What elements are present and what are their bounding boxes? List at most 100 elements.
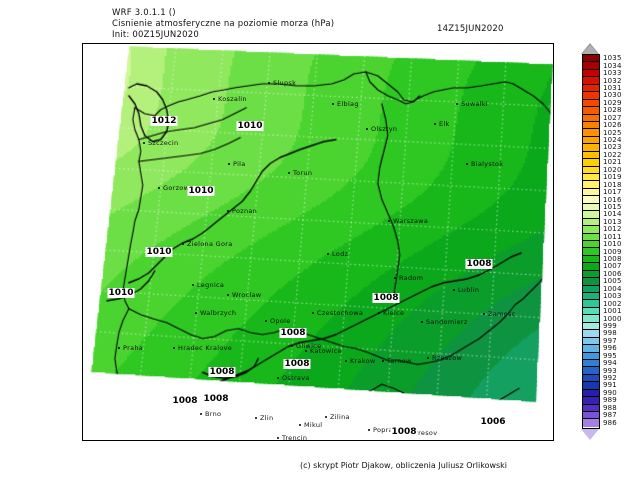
colorbar-cell: 1026 xyxy=(583,121,621,130)
colorbar-tick-label: 1029 xyxy=(603,98,622,107)
colorbar-cell: 1004 xyxy=(583,285,621,293)
colorbar-tick-label: 1020 xyxy=(603,165,622,174)
isobar-label: 1008 xyxy=(279,328,307,338)
colorbar-tick-label: 994 xyxy=(603,359,617,368)
colorbar-cell: 1009 xyxy=(583,248,621,256)
colorbar-cell: 1003 xyxy=(583,292,621,301)
colorbar-cell: 1027 xyxy=(583,114,621,122)
colorbar-cell: 1021 xyxy=(583,158,621,167)
model-version-label: WRF 3.0.1.1 () xyxy=(112,8,176,18)
isobar-label: 1010 xyxy=(236,121,264,131)
colorbar-cell: 1032 xyxy=(583,77,621,85)
colorbar-tick-label: 997 xyxy=(603,336,617,345)
colorbar-cell: 1030 xyxy=(583,91,621,100)
colorbar-tick-label: 1002 xyxy=(603,299,622,308)
colorbar-tick-label: 1005 xyxy=(603,277,622,286)
colorbar-tick-label: 1019 xyxy=(603,173,622,182)
colorbar-tick-label: 993 xyxy=(603,366,617,375)
colorbar-tick-label: 1011 xyxy=(603,232,622,241)
colorbar-cell: 990 xyxy=(583,389,617,398)
colorbar-tick-label: 1018 xyxy=(603,180,622,189)
isobar-label: 1008 xyxy=(202,394,230,404)
colorbar-tick-label: 1035 xyxy=(603,54,622,63)
colorbar-cell: 989 xyxy=(583,396,617,405)
colorbar-cell: 992 xyxy=(583,374,617,383)
colorbar-cell: 1011 xyxy=(583,233,621,241)
colorbar-cell: 996 xyxy=(583,344,617,353)
colorbar-cell: 1013 xyxy=(583,218,621,227)
colorbar-cell: 1014 xyxy=(583,210,621,219)
map-frame[interactable]: Slupsk Koszalin Szczecin Pila Gorzow Poznan To… xyxy=(82,43,554,441)
colorbar-tick-label: 1010 xyxy=(603,240,622,249)
colorbar-cell: 1012 xyxy=(583,225,621,234)
colorbar-cell: 1025 xyxy=(583,129,621,137)
colorbar-cell: 1006 xyxy=(583,270,621,279)
colorbar-cell: 1010 xyxy=(583,240,621,249)
colorbar-tick-label: 1001 xyxy=(603,307,622,316)
colorbar-tick-label: 1012 xyxy=(603,225,622,234)
colorbar-cell: 994 xyxy=(583,359,617,368)
isobar-label: 1012 xyxy=(150,116,178,126)
colorbar-tick-label: 1014 xyxy=(603,210,622,219)
colorbar-tick-label: 1024 xyxy=(603,136,622,145)
colorbar-cell: 1035 xyxy=(583,54,621,63)
colorbar-cell: 1017 xyxy=(583,188,621,197)
colorbar-tick-label: 988 xyxy=(603,403,617,412)
isobar-label: 1008 xyxy=(390,427,418,437)
colorbar-tick-label: 1006 xyxy=(603,269,622,278)
colorbar-cell: 1018 xyxy=(583,181,621,189)
colorbar-tick-label: 1013 xyxy=(603,217,622,226)
colorbar-cell: 997 xyxy=(583,337,617,346)
isobar-label: 1008 xyxy=(465,259,493,269)
colorbar-cell: 1024 xyxy=(583,136,621,145)
colorbar-cell: 988 xyxy=(583,404,617,412)
city-label: Kosice xyxy=(420,440,442,441)
colorbar-cell: 1029 xyxy=(583,99,621,108)
isobar-label: 1008 xyxy=(171,396,199,406)
colorbar-tick-label: 1034 xyxy=(603,61,622,70)
colorbar-cell: 998 xyxy=(583,329,617,338)
page-title: Cisnienie atmosferyczne na poziomie morz… xyxy=(112,19,335,29)
colorbar-tick-label: 991 xyxy=(603,381,617,390)
colorbar-tick-label: 1028 xyxy=(603,106,622,115)
colorbar-cell: 999 xyxy=(583,322,617,331)
colorbar-tick-label: 1003 xyxy=(603,292,622,301)
colorbar-tick-label: 999 xyxy=(603,321,617,330)
colorbar-cell: 1001 xyxy=(583,307,621,316)
colorbar-tick-label: 1031 xyxy=(603,83,622,92)
credit-line: (c) skrypt Piotr Djakow, obliczenia Juli… xyxy=(300,461,508,470)
colorbar-cell: 991 xyxy=(583,381,617,390)
colorbar-tick-label: 1032 xyxy=(603,76,622,85)
colorbar-tick-label: 1004 xyxy=(603,284,622,293)
isobar-label: 1008 xyxy=(283,359,311,369)
colorbar-tick-label: 1033 xyxy=(603,69,622,78)
colorbar-cell: 987 xyxy=(583,411,617,420)
colorbar-cell: 1019 xyxy=(583,173,621,182)
colorbar-tick-label: 1025 xyxy=(603,128,622,137)
colorbar-tick-label: 1021 xyxy=(603,158,622,167)
colorbar-tick-label: 1023 xyxy=(603,143,622,152)
colorbar-tick-label: 1015 xyxy=(603,202,622,211)
colorbar-tick-label: 1000 xyxy=(603,314,622,323)
colorbar-tick-label: 1008 xyxy=(603,255,622,264)
colorbar-cell: 1016 xyxy=(583,196,621,204)
isobar-label: 1010 xyxy=(187,186,215,196)
colorbar-tick-label: 996 xyxy=(603,344,617,353)
colorbar-tick-label: 995 xyxy=(603,351,617,360)
colorbar-tick-label: 990 xyxy=(603,388,617,397)
pressure-field-canvas xyxy=(83,44,553,440)
colorbar-cell: 1028 xyxy=(583,106,621,115)
colorbar-cell: 986 xyxy=(583,419,617,427)
colorbar-tick-label: 1017 xyxy=(603,188,622,197)
isobar-label: 1010 xyxy=(107,288,135,298)
isobar-label: 1010 xyxy=(145,247,173,257)
colorbar-tick-label: 1016 xyxy=(603,195,622,204)
colorbar-cell: 1008 xyxy=(583,255,621,264)
colorbar-min-arrow-icon xyxy=(581,428,599,440)
colorbar-cell: 1007 xyxy=(583,262,621,271)
colorbar-tick-label: 992 xyxy=(603,374,617,383)
colorbar-cell: 1031 xyxy=(583,84,621,93)
colorbar-cell: 1005 xyxy=(583,277,621,286)
init-time-label: Init: 00Z15JUN2020 xyxy=(112,30,199,40)
